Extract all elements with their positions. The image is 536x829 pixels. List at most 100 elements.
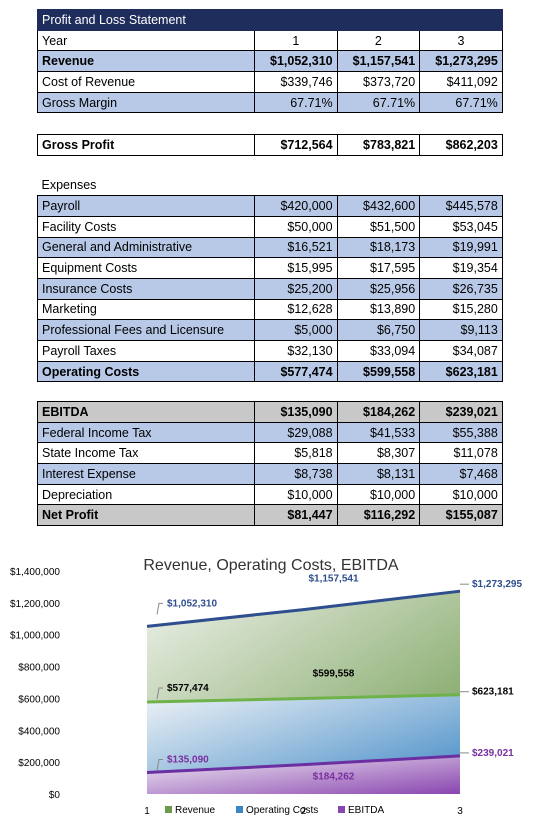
value-cell: $5,818 [254,442,338,465]
value-cell: $420,000 [254,195,338,217]
value-cell: $623,181 [419,360,503,383]
data-label: $239,021 [472,748,514,759]
value-cell: $19,991 [419,236,503,259]
legend-label: EBITDA [348,805,384,816]
y-tick-label: $0 [49,790,61,801]
row-label: Federal Income Tax [37,421,255,444]
value-cell: $712,564 [254,134,338,156]
value-cell: 67.71% [419,91,503,114]
y-tick-label: $1,000,000 [10,631,60,642]
value-cell: $599,558 [336,360,421,383]
value-cell: $445,578 [419,195,503,217]
value-cell: $12,628 [254,298,338,321]
value-cell: $50,000 [254,215,338,238]
gross-margin-row: Gross Margin 67.71% 67.71% 67.71% [37,91,503,114]
row-label: Marketing [37,298,255,321]
value-cell: $81,447 [254,504,338,527]
row-label: Facility Costs [37,215,255,238]
tax-row: State Income Tax $5,818 $8,307 $11,078 [37,442,503,465]
expense-row: Professional Fees and Licensure $5,000 $… [37,319,503,341]
row-label: Revenue [37,50,255,73]
row-label: Equipment Costs [37,257,255,279]
value-cell: $15,280 [419,298,503,321]
value-cell: $32,130 [254,340,338,362]
line-ebitda [146,754,461,774]
value-cell: $432,600 [336,195,421,217]
label-leader [156,602,163,615]
value-cell: $34,087 [419,340,503,362]
value-cell: $8,307 [336,442,421,465]
gross-profit-row: Gross Profit $712,564 $783,821 $862,203 [37,134,503,156]
data-label: $1,157,541 [308,574,358,585]
value-cell: $1,273,295 [419,50,503,73]
year-cell: 1 [254,29,338,52]
value-cell: $239,021 [419,401,503,423]
value-cell: $17,595 [336,257,421,279]
expense-row: General and Administrative $16,521 $18,1… [37,236,503,259]
year-cell: 2 [336,29,421,52]
row-label: Professional Fees and Licensure [37,319,255,341]
data-label: $184,262 [313,772,355,783]
expense-row: Payroll Taxes $32,130 $33,094 $34,087 [37,340,503,362]
legend-label: Operating Costs [246,805,318,816]
value-cell: $783,821 [336,134,421,156]
value-cell: $11,078 [419,442,503,465]
ebitda-table: EBITDA $135,090 $184,262 $239,021 Federa… [37,401,503,527]
label-leader [156,758,163,771]
value-cell: $339,746 [254,71,338,93]
value-cell: $7,468 [419,463,503,485]
statement-title-row: Profit and Loss Statement [37,9,503,31]
tax-row: Federal Income Tax $29,088 $41,533 $55,3… [37,421,503,444]
area-ebitda [147,755,460,794]
value-cell: $184,262 [336,401,421,423]
expense-row: Facility Costs $50,000 $51,500 $53,045 [37,215,503,238]
line-revenue [146,589,461,628]
value-cell: $862,203 [419,134,503,156]
ebitda-row: EBITDA $135,090 $184,262 $239,021 [37,401,503,423]
value-cell: $16,521 [254,236,338,259]
row-label: Cost of Revenue [37,71,255,93]
value-cell: $18,173 [336,236,421,259]
chart-title: Revenue, Operating Costs, EBITDA [143,557,399,574]
net-profit-row: Net Profit $81,447 $116,292 $155,087 [37,504,503,527]
y-tick-label: $1,400,000 [10,567,60,578]
year-cell: 3 [419,29,503,52]
line-operating-costs [146,693,461,704]
row-label: Gross Profit [37,134,255,156]
expense-row: Equipment Costs $15,995 $17,595 $19,354 [37,257,503,279]
value-cell: $577,474 [254,360,338,383]
value-cell: 67.71% [336,91,421,114]
value-cell: $25,200 [254,277,338,300]
row-label: Payroll Taxes [37,340,255,362]
depreciation-row: Depreciation $10,000 $10,000 $10,000 [37,483,503,506]
row-label: Net Profit [37,504,255,527]
expenses-table: Expenses Payroll $420,000 $432,600 $445,… [37,175,503,383]
row-label: Interest Expense [37,463,255,485]
row-label: General and Administrative [37,236,255,259]
value-cell: $51,500 [336,215,421,238]
value-cell: $1,052,310 [254,50,338,73]
value-cell: $9,113 [419,319,503,341]
interest-row: Interest Expense $8,738 $8,131 $7,468 [37,463,503,485]
cost-of-revenue-row: Cost of Revenue $339,746 $373,720 $411,0… [37,71,503,93]
data-label: $1,273,295 [472,579,522,590]
operating-costs-row: Operating Costs $577,474 $599,558 $623,1… [37,360,503,383]
legend-swatch [236,806,243,813]
value-cell: $26,735 [419,277,503,300]
value-cell: 67.71% [254,91,338,114]
y-tick-label: $600,000 [18,694,60,705]
value-cell: $53,045 [419,215,503,238]
data-label: $135,090 [167,754,209,765]
value-cell: $8,738 [254,463,338,485]
value-cell: $10,000 [419,483,503,506]
x-tick-label: 1 [144,806,150,817]
expenses-heading-row: Expenses [37,175,503,196]
legend-label: Revenue [175,805,215,816]
data-label: $599,558 [313,668,355,679]
value-cell: $33,094 [336,340,421,362]
value-cell: $6,750 [336,319,421,341]
revenue-row: Revenue $1,052,310 $1,157,541 $1,273,295 [37,50,503,73]
legend-swatch [338,806,345,813]
data-label: $577,474 [167,683,209,694]
x-tick-label: 2 [301,806,307,817]
